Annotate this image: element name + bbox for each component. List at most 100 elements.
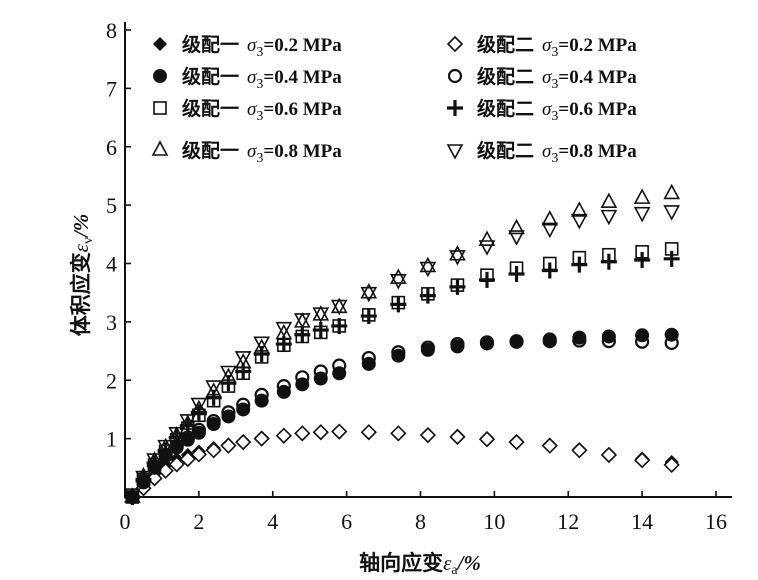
y-tick-label: 8	[106, 18, 117, 43]
data-point	[419, 287, 436, 304]
data-point	[236, 397, 251, 412]
data-point	[234, 353, 252, 369]
legend-item: 级配二 σ3=0.8 MPa	[446, 139, 637, 166]
x-tick-label: 4	[267, 509, 278, 534]
data-point	[221, 405, 236, 420]
data-point	[389, 274, 407, 290]
data-point	[332, 358, 347, 373]
data-point	[275, 321, 293, 338]
data-point	[663, 205, 681, 221]
data-point	[478, 240, 496, 256]
legend-item: 级配二 σ3=0.2 MPa	[446, 33, 637, 60]
data-point	[419, 256, 437, 273]
data-point	[449, 428, 466, 446]
y-tick-label: 5	[106, 193, 117, 218]
data-point	[419, 261, 437, 278]
data-point	[313, 364, 328, 379]
data-point	[206, 417, 221, 432]
legend: 级配一 σ3=0.2 MPa 级配二 σ3=0.2 MPa 级配一 σ3=0.4 MPa 级…	[151, 33, 637, 166]
data-point	[633, 452, 651, 469]
data-point	[570, 213, 588, 230]
data-point	[449, 245, 466, 261]
data-point	[419, 426, 437, 444]
legend-item: 级配一 σ3=0.6 MPa	[153, 97, 342, 124]
data-point	[220, 437, 237, 454]
data-point	[663, 456, 680, 474]
y-tick-label: 2	[106, 368, 117, 393]
x-tick-label: 12	[557, 509, 579, 534]
data-point	[572, 330, 587, 345]
data-point	[253, 430, 270, 447]
series-7	[124, 205, 681, 504]
data-point	[190, 399, 208, 416]
data-point	[664, 335, 679, 350]
legend-item: 级配二 σ3=0.6 MPa	[447, 97, 637, 124]
data-point	[191, 422, 206, 437]
data-point	[478, 271, 495, 288]
data-point	[508, 433, 525, 451]
data-point	[360, 424, 377, 441]
data-point	[360, 283, 378, 299]
legend-label: 级配一 σ3=0.6 MPa	[182, 97, 342, 124]
data-point	[221, 409, 236, 424]
data-point	[508, 218, 525, 235]
data-point	[312, 322, 329, 339]
data-point	[571, 256, 588, 273]
legend-label: 级配一 σ3=0.4 MPa	[182, 65, 342, 92]
data-point	[391, 345, 406, 360]
legend-label: 级配二 σ3=0.8 MPa	[477, 139, 637, 166]
data-point	[542, 334, 557, 349]
data-point	[570, 201, 588, 217]
data-point	[601, 334, 616, 349]
legend-marker	[153, 69, 167, 83]
series-3	[125, 333, 679, 505]
x-tick-label: 6	[341, 509, 352, 534]
legend-item: 级配一 σ3=0.2 MPa	[153, 33, 342, 60]
data-point	[478, 431, 496, 448]
series-2	[125, 327, 679, 504]
x-tick-label: 0	[120, 509, 131, 534]
data-point	[541, 262, 558, 279]
data-point	[168, 456, 185, 473]
data-point	[508, 230, 525, 246]
data-point	[601, 329, 616, 344]
data-point	[294, 326, 311, 343]
legend-item: 级配一 σ3=0.8 MPa	[151, 139, 342, 166]
data-point	[205, 382, 222, 398]
data-points	[124, 183, 681, 506]
y-tick-label: 7	[106, 76, 117, 101]
data-point	[390, 296, 407, 313]
data-point	[135, 470, 152, 487]
data-point	[541, 222, 559, 239]
legend-label: 级配二 σ3=0.2 MPa	[477, 33, 637, 60]
series-5	[124, 250, 680, 505]
data-point	[312, 424, 329, 441]
y-tick-label: 3	[106, 310, 117, 335]
legend-marker	[446, 35, 464, 53]
data-point	[478, 230, 496, 246]
data-point	[571, 442, 588, 459]
y-axis-label: 体积应变εv/%	[69, 214, 96, 337]
data-point	[361, 350, 376, 366]
data-point	[633, 206, 651, 223]
x-tick-label: 10	[483, 509, 505, 534]
legend-marker	[446, 144, 464, 160]
x-tick-label: 2	[193, 509, 204, 534]
y-tick-label: 6	[106, 135, 117, 160]
data-point	[600, 253, 617, 270]
data-point	[135, 466, 152, 483]
data-point	[541, 210, 559, 226]
data-point	[541, 437, 558, 454]
data-point	[663, 183, 681, 200]
data-point	[220, 367, 237, 384]
data-point	[124, 488, 141, 504]
legend-marker	[447, 100, 463, 116]
data-point	[179, 450, 196, 468]
data-point	[635, 334, 650, 349]
legend-marker	[153, 37, 167, 51]
data-point	[600, 192, 618, 209]
legend-label: 级配一 σ3=0.8 MPa	[182, 139, 342, 166]
data-point	[508, 266, 525, 283]
legend-label: 级配二 σ3=0.4 MPa	[477, 65, 637, 92]
